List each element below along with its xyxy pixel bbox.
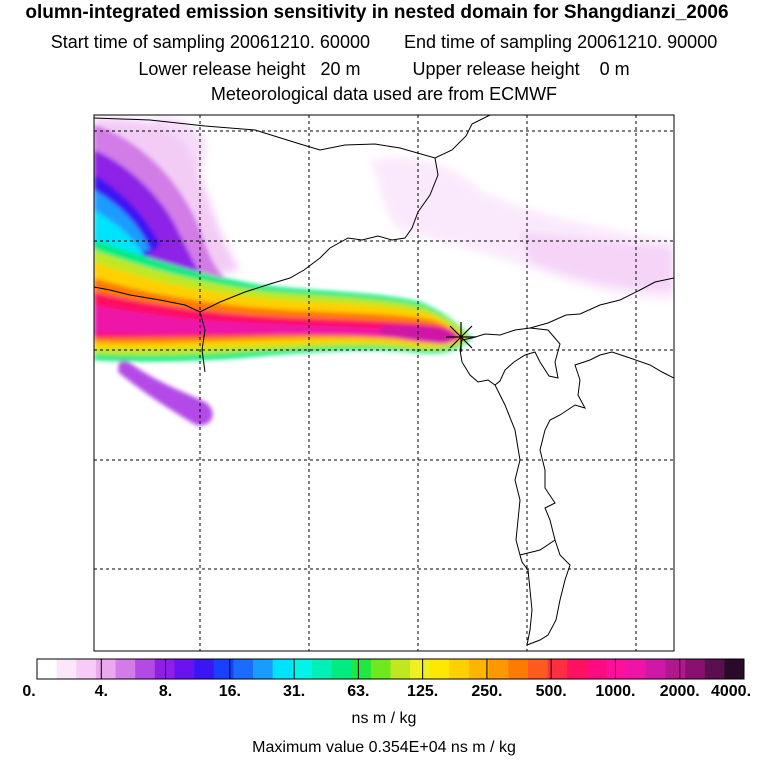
- colorbar-swatch: [174, 659, 195, 679]
- map-gridlines: [94, 115, 674, 651]
- colorbar-swatch: [194, 659, 215, 679]
- release-heights-line: Lower release height 20 m Upper release h…: [0, 59, 768, 80]
- colorbar-swatch: [527, 659, 548, 679]
- colorbar-swatch: [213, 659, 234, 679]
- colorbar-swatch: [410, 659, 431, 679]
- colorbar-swatch: [311, 659, 332, 679]
- map-frame: [93, 114, 675, 652]
- start-time: Start time of sampling 20061210. 60000: [50, 32, 370, 52]
- lower-release-height: Lower release height 20 m: [138, 59, 361, 79]
- colorbar-tick-label: 4000.: [710, 683, 752, 700]
- colorbar-tick-label: 1000.: [595, 683, 636, 700]
- colorbar-swatch: [135, 659, 156, 679]
- colorbar-swatch: [95, 659, 116, 679]
- colorbar-swatch: [115, 659, 136, 679]
- colorbar-swatch: [429, 659, 450, 679]
- colorbar-swatch: [488, 659, 509, 679]
- colorbar-swatch: [724, 659, 745, 679]
- colorbar-swatch: [253, 659, 273, 679]
- colorbar-swatch: [606, 659, 627, 679]
- colorbar-swatch: [508, 659, 529, 679]
- release-site-marker: [446, 322, 476, 352]
- colorbar-tick-label: 16.: [218, 683, 241, 700]
- maximum-value: Maximum value 0.354E+04 ns m / kg: [252, 739, 516, 756]
- colorbar-tick-label: 8.: [158, 683, 173, 700]
- figure-title: olumn-integrated emission sensitivity in…: [25, 2, 729, 23]
- colorbar-swatch: [37, 659, 57, 679]
- colorbar-swatch: [154, 659, 175, 679]
- colorbar-swatch: [233, 659, 254, 679]
- colorbar-swatch: [547, 659, 568, 679]
- colorbar-swatch: [370, 659, 391, 679]
- colorbar: [36, 659, 745, 679]
- colorbar-tick-label: 0.: [22, 683, 36, 700]
- colorbar-swatch: [685, 659, 706, 679]
- plume-layer: [94, 116, 674, 426]
- colorbar-tick-label: 500.: [535, 683, 567, 700]
- colorbar-swatch: [351, 659, 372, 679]
- colorbar-swatch: [586, 659, 607, 679]
- colorbar-tick-label: 63.: [347, 683, 370, 700]
- colorbar-tick-label: 2000.: [659, 683, 700, 700]
- colorbar-swatch: [704, 659, 725, 679]
- colorbar-swatch: [567, 659, 588, 679]
- colorbar-tick-label: 250.: [471, 683, 503, 700]
- colorbar-swatch: [292, 659, 313, 679]
- colorbar-swatch: [331, 659, 352, 679]
- colorbar-tick-label: 31.: [282, 683, 306, 700]
- colorbar-unit: ns m / kg: [351, 710, 417, 727]
- coastlines-borders: [94, 115, 674, 646]
- colorbar-swatch: [449, 659, 470, 679]
- upper-release-height: Upper release height 0 m: [412, 59, 630, 79]
- colorbar-swatch: [272, 659, 293, 679]
- colorbar-swatch: [390, 659, 411, 679]
- colorbar-swatch: [645, 659, 666, 679]
- sampling-times-line: Start time of sampling 20061210. 60000 En…: [0, 32, 768, 53]
- colorbar-tick-label: 4.: [94, 683, 108, 700]
- colorbar-frame: [36, 658, 745, 680]
- met-data-source: Meteorological data used are from ECMWF: [210, 84, 558, 104]
- colorbar-swatch: [665, 659, 686, 679]
- colorbar-tick-label: 125.: [407, 683, 439, 700]
- colorbar-swatch: [76, 659, 97, 679]
- colorbar-swatch: [56, 659, 77, 679]
- colorbar-swatch: [626, 659, 647, 679]
- colorbar-swatch: [469, 659, 489, 679]
- end-time: End time of sampling 20061210. 90000: [403, 32, 718, 52]
